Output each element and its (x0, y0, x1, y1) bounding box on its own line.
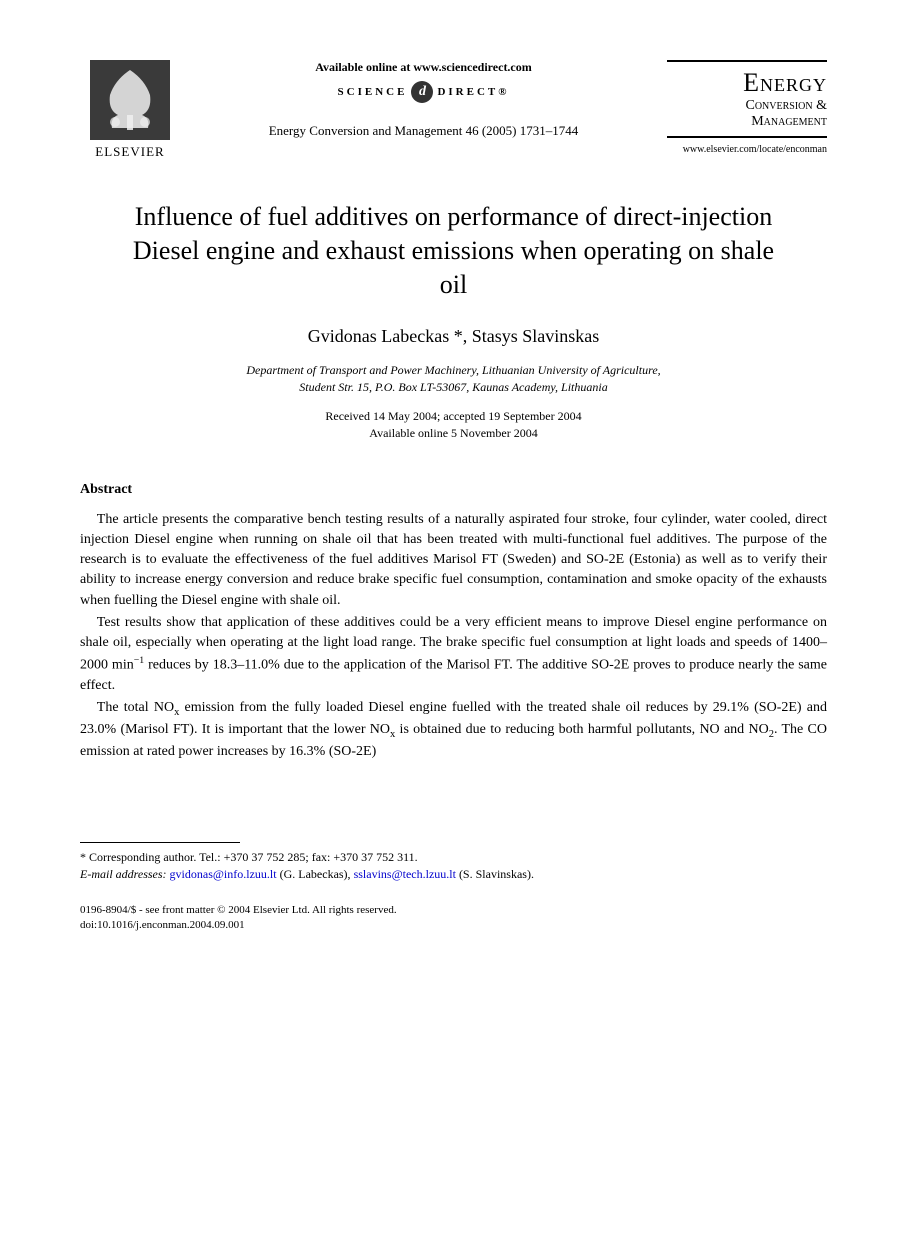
center-header: Available online at www.sciencedirect.co… (180, 60, 667, 139)
abstract-p2b: reduces by 18.3–11.0% due to the applica… (80, 657, 827, 692)
affiliation: Department of Transport and Power Machin… (80, 362, 827, 396)
dates-line1: Received 14 May 2004; accepted 19 Septem… (80, 408, 827, 425)
journal-logo: Energy Conversion & Management www.elsev… (667, 60, 827, 155)
email2-name: (S. Slavinskas). (456, 867, 534, 881)
abstract-p1: The article presents the comparative ben… (80, 510, 827, 611)
journal-line1: Energy (667, 68, 827, 98)
journal-url: www.elsevier.com/locate/enconman (667, 144, 827, 155)
footnote-block: * Corresponding author. Tel.: +370 37 75… (80, 849, 827, 883)
journal-line3: Management (667, 114, 827, 130)
abstract-p3c: is obtained due to reducing both harmful… (395, 722, 768, 737)
email1-name: (G. Labeckas), (277, 867, 354, 881)
available-online-text: Available online at www.sciencedirect.co… (200, 60, 647, 75)
footnote-rule (80, 842, 240, 843)
article-title: Influence of fuel additives on performan… (120, 200, 787, 301)
abstract-p2: Test results show that application of th… (80, 613, 827, 696)
sd-right: DIRECT® (437, 86, 509, 98)
header-row: ELSEVIER Available online at www.science… (80, 60, 827, 160)
sd-circle-icon: d (411, 81, 433, 103)
corresponding-author: * Corresponding author. Tel.: +370 37 75… (80, 849, 827, 866)
abstract-body: The article presents the comparative ben… (80, 510, 827, 763)
article-dates: Received 14 May 2004; accepted 19 Septem… (80, 408, 827, 442)
copyright-line1: 0196-8904/$ - see front matter © 2004 El… (80, 903, 827, 918)
sd-left: SCIENCE (338, 86, 408, 98)
email-label: E-mail addresses: (80, 867, 167, 881)
citation-text: Energy Conversion and Management 46 (200… (200, 123, 647, 139)
elsevier-tree-icon (90, 60, 170, 140)
affiliation-line1: Department of Transport and Power Machin… (80, 362, 827, 379)
abstract-heading: Abstract (80, 482, 827, 498)
science-direct-logo: SCIENCE d DIRECT® (200, 81, 647, 103)
email-link-1[interactable]: gvidonas@info.lzuu.lt (170, 867, 277, 881)
abstract-p3a: The total NO (97, 700, 174, 715)
journal-line2: Conversion & (667, 98, 827, 114)
doi-line: doi:10.1016/j.enconman.2004.09.001 (80, 918, 827, 933)
journal-title-box: Energy Conversion & Management (667, 60, 827, 138)
superscript-minus1: −1 (134, 655, 144, 666)
affiliation-line2: Student Str. 15, P.O. Box LT-53067, Kaun… (80, 379, 827, 396)
elsevier-label: ELSEVIER (95, 144, 164, 160)
abstract-p3: The total NOx emission from the fully lo… (80, 698, 827, 762)
copyright-block: 0196-8904/$ - see front matter © 2004 El… (80, 903, 827, 934)
elsevier-logo: ELSEVIER (80, 60, 180, 160)
page-container: ELSEVIER Available online at www.science… (0, 0, 907, 984)
email-link-2[interactable]: sslavins@tech.lzuu.lt (354, 867, 456, 881)
dates-line2: Available online 5 November 2004 (80, 425, 827, 442)
email-line: E-mail addresses: gvidonas@info.lzuu.lt … (80, 866, 827, 883)
authors: Gvidonas Labeckas *, Stasys Slavinskas (80, 326, 827, 347)
